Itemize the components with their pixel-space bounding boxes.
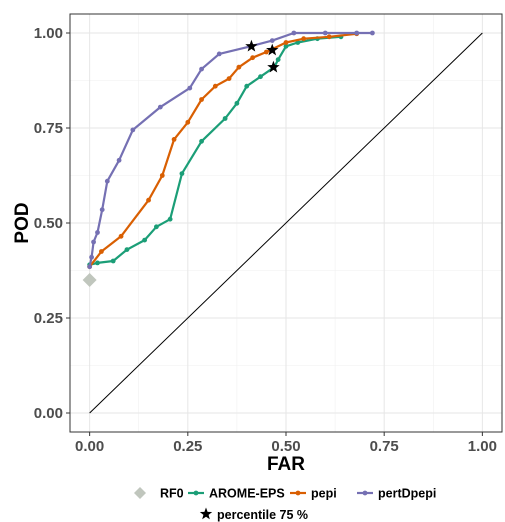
- point-pertdpepi: [216, 51, 222, 57]
- legend-label-rf0: RF0: [160, 487, 184, 501]
- point-pertdpepi: [95, 230, 100, 235]
- point-pertdpepi: [104, 178, 110, 184]
- legend-key-percentile: [199, 507, 213, 520]
- point-arome-eps: [154, 224, 159, 230]
- point-pepi: [250, 55, 256, 61]
- point-pepi: [326, 34, 332, 40]
- y-tick-label: 0.50: [34, 215, 63, 232]
- point-pertdpepi: [269, 38, 275, 43]
- point-pepi: [146, 197, 151, 203]
- y-tick-label: 0.25: [34, 310, 63, 327]
- point-pepi: [118, 233, 124, 239]
- point-pepi: [199, 97, 204, 102]
- point-pepi: [171, 137, 177, 142]
- special-markers: [82, 39, 280, 287]
- point-arome-eps: [142, 237, 148, 243]
- percentile-star: [266, 43, 279, 56]
- reference-diagonal: [89, 32, 483, 414]
- y-tick-label: 0.00: [34, 405, 63, 422]
- legend-key-rf0: [134, 487, 146, 499]
- point-arome-eps: [258, 74, 263, 80]
- point-arome-eps: [167, 216, 173, 222]
- x-axis-title: FAR: [267, 454, 305, 475]
- point-pepi: [236, 64, 242, 70]
- point-pertdpepi: [89, 254, 94, 260]
- point-arome-eps: [234, 100, 240, 106]
- point-arome-eps: [124, 247, 130, 253]
- rf0-point: [82, 273, 97, 287]
- point-arome-eps: [275, 57, 281, 62]
- point-pertdpepi: [87, 264, 93, 270]
- legend: RF0 AROME-EPS pepi pertDpepi percentile 75 %: [134, 487, 436, 522]
- point-pepi: [159, 173, 165, 178]
- point-arome-eps: [110, 258, 116, 264]
- point-pertdpepi: [130, 127, 136, 133]
- y-tick-label: 1.00: [34, 25, 63, 42]
- point-pertdpepi: [99, 207, 105, 213]
- point-pertdpepi: [116, 157, 122, 163]
- point-pepi: [226, 76, 232, 81]
- legend-key-dot-pepi: [295, 490, 301, 496]
- y-tick-label: 0.75: [34, 120, 63, 137]
- point-pepi: [185, 119, 191, 125]
- legend-label-pertdpepi: pertDpepi: [378, 487, 436, 501]
- point-pertdpepi: [91, 239, 96, 245]
- x-tick-label: 0.50: [271, 438, 300, 455]
- diagonal-line: [89, 32, 483, 414]
- point-pertdpepi: [157, 104, 163, 110]
- point-arome-eps: [199, 138, 204, 144]
- legend-label-percentile: percentile 75 %: [217, 508, 308, 522]
- percentile-star: [245, 39, 258, 52]
- point-pertdpepi: [370, 30, 375, 36]
- point-pertdpepi: [199, 66, 204, 72]
- point-arome-eps: [179, 171, 185, 177]
- point-pertdpepi: [354, 30, 360, 36]
- legend-key-dot-pertdpepi: [362, 490, 368, 496]
- point-pepi: [283, 40, 289, 45]
- x-tick-label: 0.25: [173, 438, 202, 455]
- point-pertdpepi: [291, 30, 297, 36]
- point-pepi: [212, 83, 218, 89]
- point-pepi: [263, 49, 269, 55]
- legend-label-pepi: pepi: [311, 487, 337, 501]
- point-pertdpepi: [322, 30, 328, 36]
- legend-key-dot-arome-eps: [193, 490, 199, 496]
- x-axis-ticks: 0.00 0.25 0.50 0.75 1.00: [75, 432, 497, 455]
- point-arome-eps: [222, 116, 228, 121]
- x-tick-label: 1.00: [468, 438, 497, 455]
- percentile-star: [267, 60, 280, 73]
- legend-label-arome-eps: AROME-EPS: [209, 487, 285, 501]
- point-pepi: [301, 36, 307, 42]
- point-arome-eps: [244, 83, 250, 89]
- y-axis-ticks: 0.00 0.25 0.50 0.75 1.00: [34, 25, 70, 422]
- y-axis-title: POD: [12, 202, 33, 243]
- point-arome-eps: [95, 260, 100, 266]
- x-tick-label: 0.00: [75, 438, 104, 455]
- series-lines: [87, 30, 375, 270]
- point-pertdpepi: [187, 85, 193, 91]
- point-arome-eps: [283, 43, 289, 49]
- x-tick-label: 0.75: [370, 438, 399, 455]
- point-pepi: [99, 249, 104, 254]
